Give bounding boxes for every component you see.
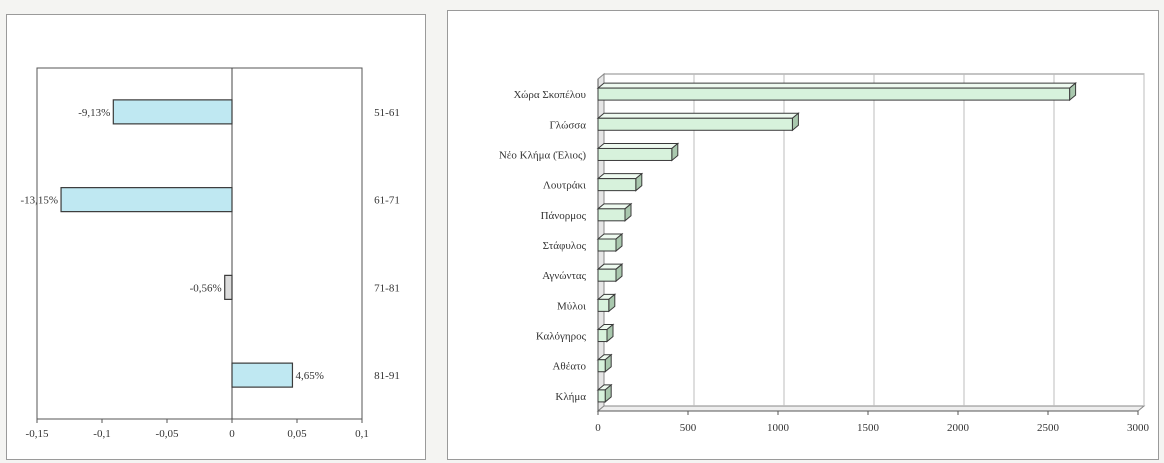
category-label: Μύλοι bbox=[557, 300, 586, 312]
bar bbox=[597, 178, 637, 192]
bar-top-face bbox=[596, 173, 644, 180]
category-label: Λουτράκι bbox=[543, 180, 586, 192]
category-label: Νέο Κλήμα (Έλιος) bbox=[499, 149, 586, 161]
category-label: 61-71 bbox=[374, 195, 400, 207]
category-label: 81-91 bbox=[374, 370, 400, 382]
plot-area bbox=[36, 67, 363, 420]
x-tick-label: -0,15 bbox=[26, 428, 49, 440]
x-tick-label: 0,05 bbox=[287, 428, 307, 440]
x-tick-label: 2500 bbox=[1037, 422, 1060, 434]
right-chart-panel: 0 500 1000 1500 2000 2500 3000 Χώρα Σκοπέλου Γλώ… bbox=[447, 10, 1159, 460]
x-tick-label: 0 bbox=[229, 428, 235, 440]
category-label: Αγνώντας bbox=[542, 270, 586, 282]
bar bbox=[597, 389, 606, 403]
bar-top-face bbox=[596, 142, 680, 149]
bar-top-face bbox=[596, 112, 800, 119]
category-label: 71-81 bbox=[374, 282, 400, 294]
bar bbox=[597, 298, 610, 312]
x-tick-label: 3000 bbox=[1127, 422, 1150, 434]
bar bbox=[224, 274, 233, 300]
data-label: -9,13% bbox=[78, 107, 110, 119]
bar bbox=[112, 99, 233, 125]
x-tick-label: -0,05 bbox=[156, 428, 179, 440]
bar bbox=[597, 268, 617, 282]
bar bbox=[597, 329, 608, 343]
x-tick-label: -0,1 bbox=[93, 428, 110, 440]
x-tick-label: 1000 bbox=[767, 422, 790, 434]
category-label: Στάφυλος bbox=[543, 240, 587, 252]
x-tick-label: 500 bbox=[680, 422, 697, 434]
bar bbox=[597, 147, 673, 161]
bar bbox=[231, 362, 294, 388]
right-bar-chart: 0 500 1000 1500 2000 2500 3000 Χώρα Σκοπέλου Γλώ… bbox=[499, 72, 1150, 434]
bar bbox=[597, 208, 626, 222]
left-chart-panel: -0,15 -0,1 -0,05 0 0,05 0,1 -9,13% 51-61 -13,15%… bbox=[6, 14, 426, 460]
category-label: Χώρα Σκοπέλου bbox=[514, 89, 587, 101]
bar bbox=[60, 187, 233, 213]
bar bbox=[597, 117, 793, 131]
category-label: Κλήμα bbox=[555, 391, 586, 403]
bar bbox=[597, 238, 617, 252]
data-label: -13,15% bbox=[20, 195, 58, 207]
plot-floor bbox=[596, 405, 1146, 412]
category-label: Πάνορμος bbox=[541, 210, 587, 222]
x-tick-label: 0,1 bbox=[355, 428, 369, 440]
x-tick-label: 2000 bbox=[947, 422, 970, 434]
bar-top-face bbox=[596, 82, 1077, 89]
x-tick-label: 0 bbox=[595, 422, 601, 434]
bar bbox=[597, 87, 1071, 101]
category-label: Αθέατο bbox=[552, 361, 586, 373]
category-label: Καλόγηρος bbox=[536, 331, 587, 343]
bar bbox=[597, 359, 606, 373]
category-label: 51-61 bbox=[374, 107, 400, 119]
category-label: Γλώσσα bbox=[549, 119, 586, 131]
left-bar-chart: -0,15 -0,1 -0,05 0 0,05 0,1 -9,13% 51-61 -13,15%… bbox=[20, 67, 400, 440]
data-label: 4,65% bbox=[295, 370, 323, 382]
x-tick-label: 1500 bbox=[857, 422, 880, 434]
data-label: -0,56% bbox=[190, 282, 222, 294]
